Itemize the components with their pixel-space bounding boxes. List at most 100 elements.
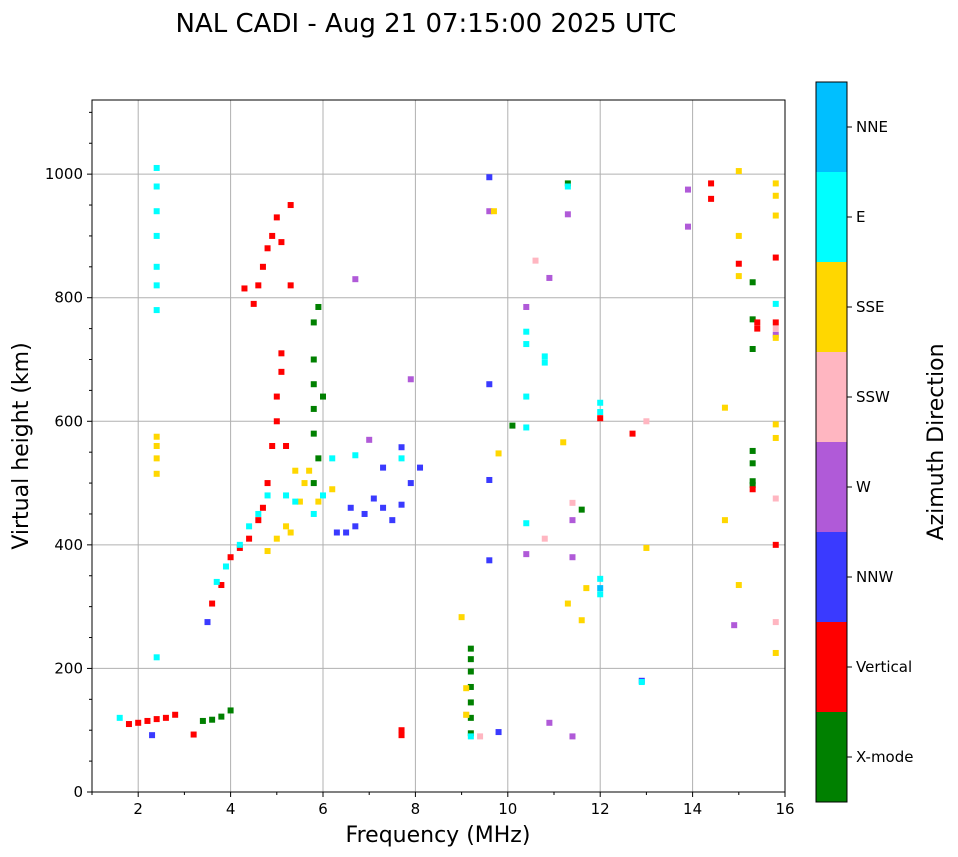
data-point [301,480,308,487]
data-point [153,470,160,477]
data-point [541,535,548,542]
data-point [749,460,756,467]
data-point [153,183,160,190]
data-point [735,232,742,239]
data-point [564,211,571,218]
data-point [749,486,756,493]
data-point [278,239,285,246]
data-point [199,717,206,724]
data-point [315,498,322,505]
data-point [523,424,530,431]
data-point [209,716,216,723]
data-point [486,557,493,564]
data-point [772,495,779,502]
data-point [153,455,160,462]
data-point [467,645,474,652]
data-point [149,732,156,739]
data-point [735,582,742,589]
data-point [564,600,571,607]
plot-frame [91,99,786,793]
data-point [546,719,553,726]
colorbar-tick-label: SSW [856,388,890,406]
series-nne [597,585,604,592]
data-point [218,713,225,720]
x-tick-label: 10 [498,800,517,818]
colorbar-tick-label: Vertical [856,658,912,676]
colorbar-tick-label: NNE [856,118,888,136]
data-point [389,517,396,524]
x-tick-label: 14 [683,800,702,818]
data-point [398,455,405,462]
data-point [569,733,576,740]
chart-title: NAL CADI - Aug 21 07:15:00 2025 UTC [176,9,677,39]
data-point [320,492,326,499]
data-point [564,180,571,187]
data-point [523,328,530,335]
data-point [222,563,229,570]
data-point [523,393,530,400]
data-point [407,376,414,383]
data-point [749,316,756,323]
series-vertical [125,180,779,739]
data-point [278,350,285,357]
data-point [370,495,377,502]
data-point [731,622,738,629]
data-point [329,455,336,462]
colorbar-tick-label: X-mode [856,748,913,766]
y-axis-ticks: 0 200 400 600 800 1000 [45,111,92,801]
data-point [153,208,160,215]
colorbar-segment [816,532,847,622]
data-point [772,541,779,548]
data-point [153,232,160,239]
data-point [772,192,779,199]
colorbar-segment [816,262,847,352]
data-point [264,480,271,487]
data-point [509,422,516,429]
data-point [315,455,322,462]
data-point [772,212,779,219]
data-point [597,399,604,406]
data-point [310,510,317,517]
y-tick-label: 800 [54,289,83,307]
data-point [287,529,294,536]
data-point [523,341,530,348]
data-point [264,548,271,555]
data-point [546,274,553,281]
data-point [264,492,271,499]
data-point [772,254,779,261]
y-tick-label: 0 [73,783,83,801]
data-point [380,464,387,471]
data-point [486,381,493,388]
data-point [213,578,220,585]
series-nnw [149,174,645,739]
data-point [236,544,243,551]
data-point [467,668,474,675]
data-point [463,711,470,718]
data-point [204,619,211,626]
colorbar-tick-label: E [856,208,865,226]
data-point [749,478,756,485]
data-point [153,716,160,723]
data-point [486,208,493,215]
data-point [467,699,474,706]
data-point [749,279,756,286]
plot-background [92,100,785,792]
data-point [477,733,484,740]
data-point [333,529,340,536]
data-point [283,492,290,499]
colorbar-segment [816,82,847,172]
data-point [721,517,728,524]
data-point [578,617,585,624]
series-sse [153,168,779,718]
data-point [287,202,294,209]
data-point [250,300,257,307]
data-point [684,223,691,230]
data-point [310,381,317,388]
data-point [564,183,571,190]
data-point [772,180,779,187]
data-point [273,535,280,542]
data-point [352,523,359,530]
x-tick-label: 16 [775,800,794,818]
data-point [532,257,539,264]
data-point [495,729,502,736]
